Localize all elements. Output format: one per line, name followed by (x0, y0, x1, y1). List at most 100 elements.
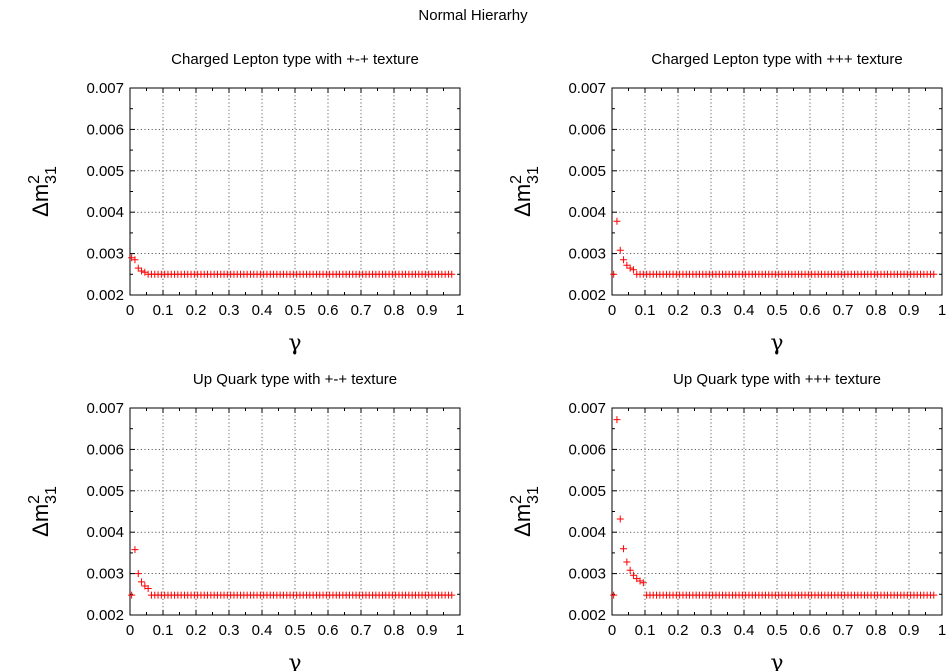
data-point (930, 591, 938, 599)
data-point (128, 591, 136, 599)
figure-title: Normal Hierarhy (418, 7, 528, 24)
data-point (623, 558, 631, 566)
data-point (144, 585, 152, 593)
data-point (610, 591, 618, 599)
y-tick-label: 0.004 (568, 524, 606, 541)
x-tick-label: 0.6 (318, 302, 339, 319)
plot-frame (129, 407, 461, 616)
x-tick-label: 1 (938, 622, 946, 639)
x-tick-label: 0.8 (866, 622, 887, 639)
y-tick-label: 0.002 (86, 607, 124, 624)
chart-title: Charged Lepton type with +++ texture (651, 51, 902, 68)
x-axis-label: γ (288, 331, 301, 356)
data-point (626, 566, 634, 574)
plot-frame (129, 87, 461, 296)
data-point (138, 267, 146, 275)
y-tick-label: 0.006 (86, 441, 124, 458)
y-tick-label: 0.007 (568, 400, 606, 417)
data-point (620, 545, 628, 553)
x-axis-label: γ (770, 651, 783, 671)
x-tick-label: 0.8 (866, 302, 887, 319)
chart-title: Up Quark type with +++ texture (673, 371, 881, 388)
x-tick-label: 0.1 (635, 622, 656, 639)
data-point (138, 578, 146, 586)
data-point (448, 270, 456, 278)
x-tick-label: 0.6 (800, 622, 821, 639)
x-tick-label: 0.5 (285, 302, 306, 319)
x-tick-label: 0.8 (384, 622, 405, 639)
x-tick-label: 0.6 (318, 622, 339, 639)
y-axis-label: Δm231 (26, 486, 60, 537)
chart-panel-3: Up Quark type with +-+ texture 0 0.1 0.2 0.3… (26, 371, 464, 671)
y-axis-label: Δm231 (508, 486, 542, 537)
y-axis-label: Δm231 (26, 166, 60, 217)
y-tick-label: 0.006 (568, 121, 606, 138)
data-point (616, 515, 624, 523)
x-axis-label: γ (770, 331, 783, 356)
y-tick-label: 0.002 (568, 607, 606, 624)
x-tick-label: 0.3 (701, 302, 722, 319)
y-tick-label: 0.002 (568, 287, 606, 304)
x-tick-label: 0.2 (668, 302, 689, 319)
data-point (134, 570, 142, 578)
x-tick-label: 0.1 (153, 622, 174, 639)
data-point (616, 246, 624, 254)
y-tick-label: 0.002 (86, 287, 124, 304)
data-point (613, 217, 621, 225)
x-tick-label: 0.4 (734, 622, 755, 639)
x-tick-label: 1 (456, 302, 464, 319)
x-tick-label: 0.3 (701, 622, 722, 639)
y-tick-label: 0.004 (86, 204, 124, 221)
x-tick-label: 0.3 (219, 302, 240, 319)
data-point (629, 266, 637, 274)
y-tick-label: 0.006 (86, 121, 124, 138)
x-axis-label: γ (288, 651, 301, 671)
x-tick-label: 0.7 (833, 622, 854, 639)
data-point (636, 577, 644, 585)
y-tick-label: 0.003 (86, 566, 124, 583)
plot-frame (611, 407, 943, 616)
y-tick-label: 0.007 (86, 80, 124, 97)
data-point (623, 261, 631, 269)
y-axis-label: Δm231 (508, 166, 542, 217)
x-tick-label: 1 (456, 622, 464, 639)
x-tick-label: 0.7 (833, 302, 854, 319)
y-tick-label: 0.005 (86, 483, 124, 500)
x-tick-label: 0.4 (252, 302, 273, 319)
data-point (134, 264, 142, 272)
x-tick-label: 0 (608, 622, 616, 639)
x-tick-label: 0.8 (384, 302, 405, 319)
data-point (629, 571, 637, 579)
x-tick-label: 0.9 (417, 622, 438, 639)
x-tick-label: 0.2 (186, 622, 207, 639)
data-point (610, 270, 618, 278)
x-tick-label: 0.9 (899, 622, 920, 639)
y-tick-label: 0.003 (568, 246, 606, 263)
y-tick-label: 0.005 (568, 163, 606, 180)
x-tick-label: 0.6 (800, 302, 821, 319)
data-point (639, 579, 647, 587)
x-tick-label: 0.5 (767, 302, 788, 319)
data-point (131, 256, 139, 264)
chart-panel-2: Charged Lepton type with +++ texture 0 0.1… (508, 51, 946, 356)
x-tick-label: 0.1 (153, 302, 174, 319)
data-point (131, 546, 139, 554)
x-tick-label: 0.2 (668, 622, 689, 639)
x-tick-label: 0.2 (186, 302, 207, 319)
chart-panel-4: Up Quark type with +++ texture 0 0.1 0.2 0.3… (508, 371, 946, 671)
x-tick-label: 0 (126, 622, 134, 639)
y-tick-label: 0.007 (568, 80, 606, 97)
x-tick-label: 0 (126, 302, 134, 319)
x-tick-label: 0.5 (285, 622, 306, 639)
plot-frame (611, 87, 943, 296)
x-tick-label: 0.9 (417, 302, 438, 319)
y-tick-label: 0.007 (86, 400, 124, 417)
data-point (448, 591, 456, 599)
x-tick-label: 1 (938, 302, 946, 319)
chart-title: Charged Lepton type with +-+ texture (171, 51, 419, 68)
x-tick-label: 0.7 (351, 622, 372, 639)
x-tick-label: 0 (608, 302, 616, 319)
data-point (613, 416, 621, 424)
data-point (626, 264, 634, 272)
